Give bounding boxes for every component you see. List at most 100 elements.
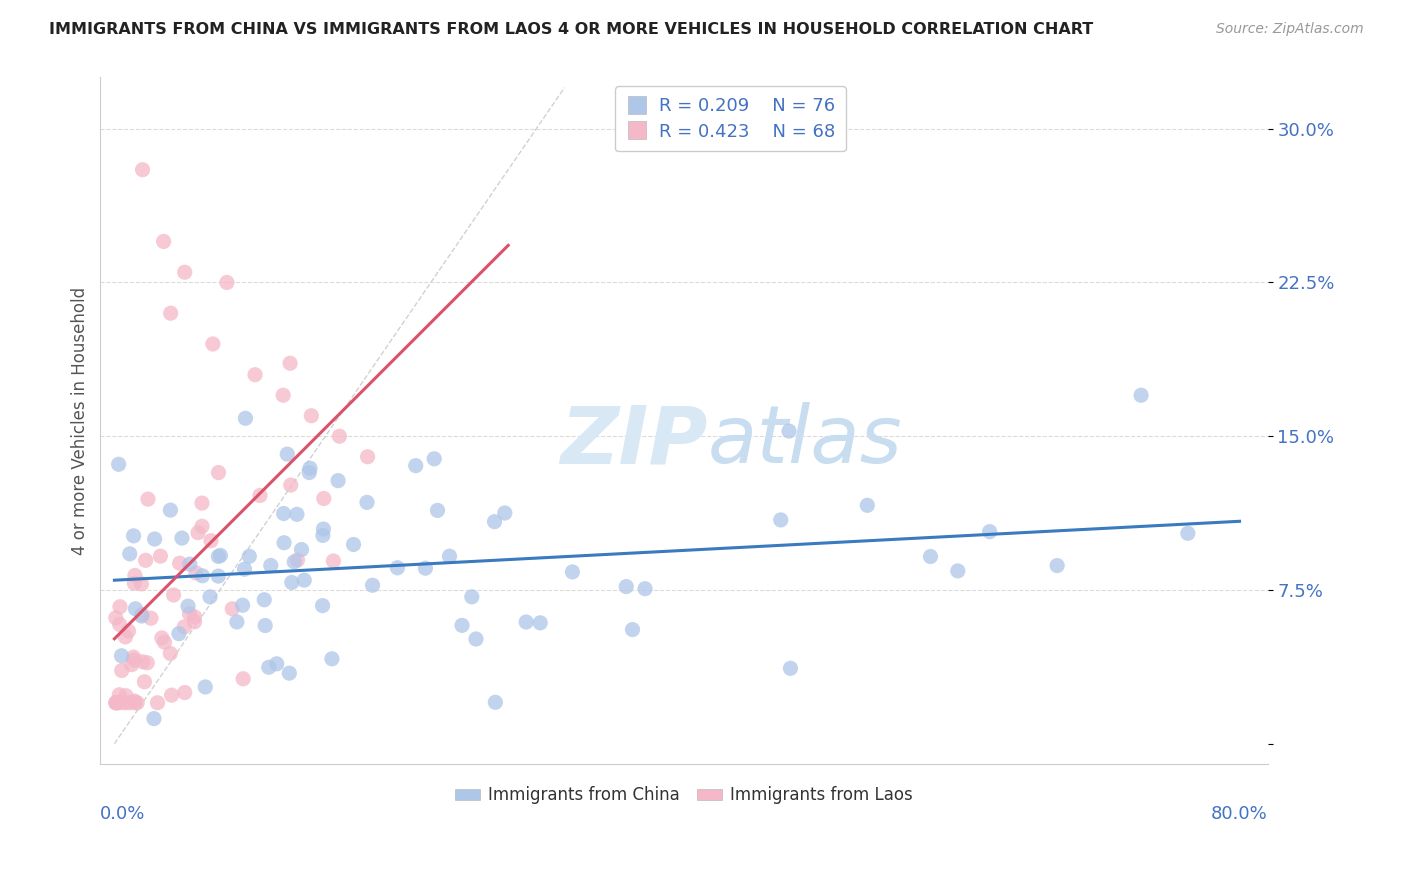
Point	[207, 549, 229, 564]
Point	[1130, 388, 1153, 402]
Point	[238, 549, 260, 564]
Point	[136, 492, 159, 507]
Point	[405, 458, 427, 473]
Y-axis label: 4 or more Vehicles in Household: 4 or more Vehicles in Household	[72, 287, 89, 555]
Point	[484, 515, 506, 529]
Point	[201, 337, 224, 351]
Point	[124, 576, 146, 591]
Point	[779, 661, 801, 675]
Point	[387, 561, 409, 575]
Point	[127, 696, 149, 710]
Point	[621, 623, 644, 637]
Point	[1177, 526, 1199, 541]
Point	[273, 507, 295, 521]
Point	[287, 553, 309, 567]
Point	[356, 450, 378, 464]
Point	[183, 615, 205, 629]
Text: ZIP: ZIP	[560, 402, 707, 481]
Point	[271, 388, 294, 402]
Point	[198, 590, 221, 604]
Point	[254, 618, 277, 632]
Point	[312, 522, 335, 536]
Point	[285, 508, 308, 522]
Point	[135, 553, 157, 567]
Point	[280, 478, 302, 492]
Point	[104, 611, 127, 625]
Point	[121, 657, 143, 672]
Point	[124, 568, 146, 582]
Point	[118, 547, 141, 561]
Point	[118, 696, 141, 710]
Point	[322, 554, 344, 568]
Point	[233, 562, 256, 576]
Point	[124, 696, 146, 710]
Point	[321, 652, 343, 666]
Point	[200, 533, 222, 548]
Point	[253, 592, 276, 607]
Point	[111, 664, 134, 678]
Text: 80.0%: 80.0%	[1211, 805, 1268, 823]
Point	[215, 276, 238, 290]
Point	[179, 557, 201, 571]
Point	[170, 531, 193, 545]
Point	[614, 580, 637, 594]
Point	[221, 601, 243, 615]
Point	[110, 648, 132, 663]
Point	[278, 666, 301, 681]
Point	[232, 672, 254, 686]
Point	[108, 617, 131, 632]
Point	[276, 447, 298, 461]
Point	[194, 680, 217, 694]
Point	[114, 630, 136, 644]
Point	[561, 565, 583, 579]
Point	[122, 694, 145, 708]
Point	[159, 647, 181, 661]
Point	[131, 609, 153, 624]
Point	[131, 577, 153, 591]
Point	[423, 451, 446, 466]
Point	[278, 356, 301, 370]
Point	[173, 685, 195, 699]
Point	[146, 696, 169, 710]
Point	[494, 506, 516, 520]
Point	[167, 626, 190, 640]
Point	[312, 491, 335, 506]
Point	[979, 524, 1001, 539]
Point	[326, 474, 349, 488]
Point	[312, 528, 335, 542]
Point	[266, 657, 288, 671]
Point	[124, 601, 146, 615]
Text: atlas: atlas	[707, 402, 903, 481]
Point	[361, 578, 384, 592]
Point	[173, 620, 195, 634]
Point	[920, 549, 942, 564]
Point	[131, 162, 153, 177]
Point	[122, 653, 145, 667]
Point	[292, 573, 315, 587]
Point	[207, 466, 229, 480]
Point	[122, 529, 145, 543]
Point	[273, 535, 295, 549]
Point	[131, 655, 153, 669]
Point	[769, 513, 792, 527]
Point	[108, 696, 131, 710]
Point	[209, 549, 232, 563]
Point	[139, 611, 162, 625]
Point	[191, 569, 214, 583]
Point	[108, 688, 131, 702]
Point	[249, 488, 271, 502]
Point	[356, 495, 378, 509]
Point	[439, 549, 461, 564]
Point	[529, 615, 551, 630]
Point	[298, 461, 321, 475]
Point	[143, 532, 166, 546]
Point	[328, 429, 350, 443]
Point	[290, 542, 312, 557]
Point	[122, 650, 145, 665]
Point	[484, 695, 506, 709]
Point	[149, 549, 172, 564]
Point	[131, 607, 153, 622]
Point	[257, 660, 280, 674]
Point	[114, 696, 136, 710]
Point	[426, 503, 449, 517]
